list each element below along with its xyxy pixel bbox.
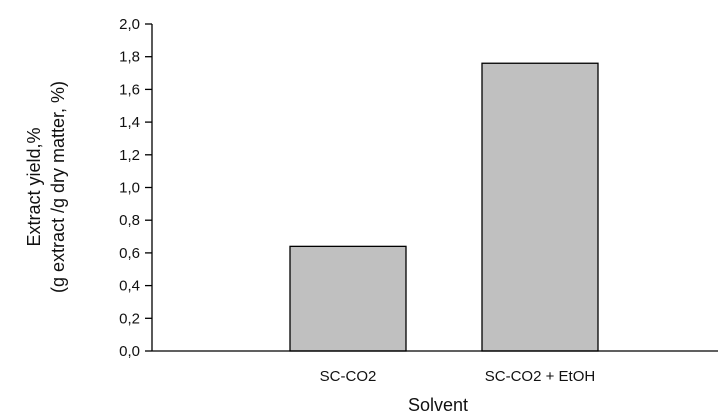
y-axis-title: Extract yield,% (g extract /g dry matter… xyxy=(24,81,68,293)
bars xyxy=(289,62,599,352)
y-tick-label: 0,4 xyxy=(119,278,140,295)
y-tick-label: 0,6 xyxy=(119,245,140,262)
y-tick-label: 0,8 xyxy=(119,212,140,229)
bar xyxy=(481,62,599,352)
y-tick-label: 1,0 xyxy=(119,180,140,197)
y-tick-label: 0,2 xyxy=(119,310,140,327)
y-tick-label: 1,6 xyxy=(119,81,140,98)
x-axis-category-labels: SC-CO2 SC-CO2 + EtOH xyxy=(320,368,596,385)
y-axis-title-line-1: Extract yield,% xyxy=(24,127,44,246)
y-axis-title-line-2: (g extract /g dry matter, %) xyxy=(48,81,68,293)
x-axis-title: Solvent xyxy=(408,395,468,415)
y-tick-label: 1,4 xyxy=(119,114,140,131)
x-category-label: SC-CO2 + EtOH xyxy=(485,368,595,385)
bar xyxy=(289,245,407,352)
y-axis-ticks: 0,0 0,2 0,4 0,6 0,8 1,0 1,2 1,4 1,6 1,8 2,0 xyxy=(119,16,152,360)
y-tick-label: 1,8 xyxy=(119,49,140,66)
x-category-label: SC-CO2 xyxy=(320,368,377,385)
y-tick-label: 2,0 xyxy=(119,16,140,33)
y-tick-label: 0,0 xyxy=(119,343,140,360)
y-tick-label: 1,2 xyxy=(119,147,140,164)
